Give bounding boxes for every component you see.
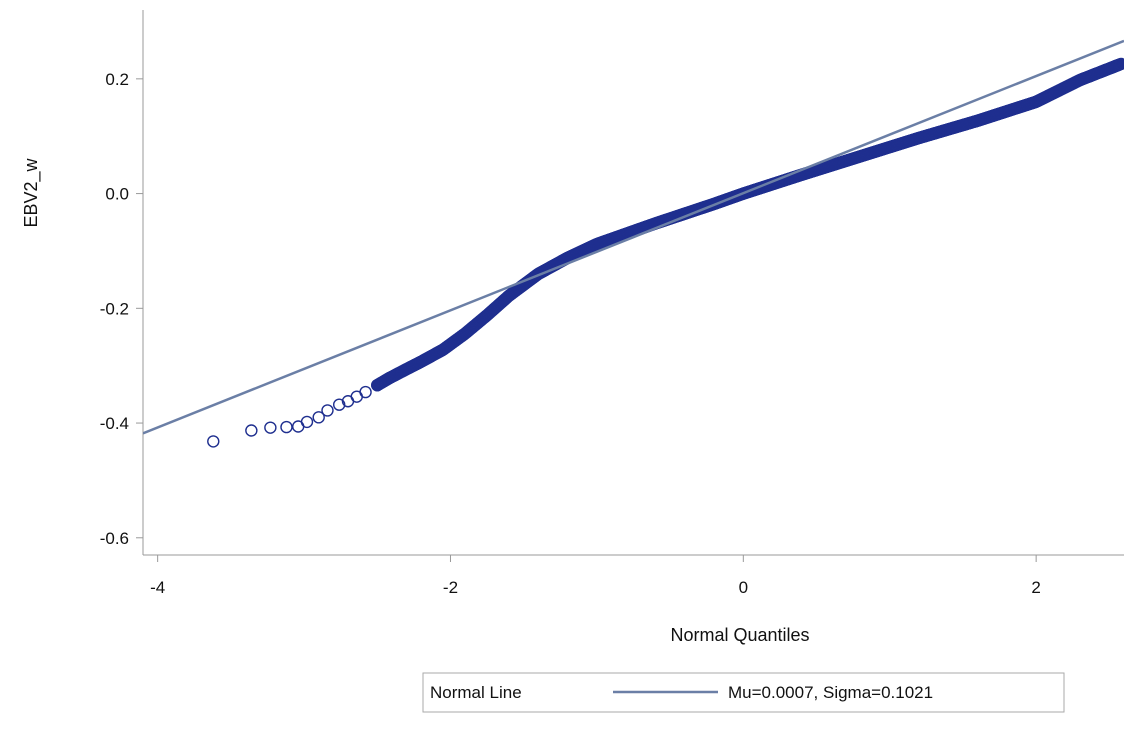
qq-point (333, 398, 346, 411)
legend-title: Normal Line (430, 683, 522, 702)
y-tick-label: -0.4 (100, 414, 129, 433)
qq-point (359, 385, 372, 399)
x-axis-ticks: -4 -2 0 2 (150, 555, 1041, 597)
y-tick-label: 0.2 (105, 70, 129, 89)
y-axis-title: EBV2_w (21, 157, 42, 227)
qq-point (280, 420, 293, 434)
qq-point (300, 415, 314, 429)
qq-point (207, 435, 220, 448)
y-axis-ticks: -0.6 -0.4 -0.2 0.0 0.2 (100, 70, 143, 548)
x-axis-title: Normal Quantiles (670, 625, 809, 645)
y-tick-label: 0.0 (105, 185, 129, 204)
qq-point (245, 424, 258, 437)
legend: Normal Line Mu=0.0007, Sigma=0.1021 (422, 672, 1065, 713)
qq-points (207, 57, 1124, 448)
x-tick-label: -4 (150, 578, 165, 597)
legend-box (422, 672, 1065, 713)
qq-point (321, 404, 334, 417)
x-tick-label: 2 (1031, 578, 1040, 597)
y-tick-label: -0.6 (100, 529, 129, 548)
qq-point (264, 421, 277, 434)
qq-point (1114, 57, 1124, 71)
qq-point (312, 411, 325, 424)
x-tick-label: 0 (739, 578, 748, 597)
x-tick-label: -2 (443, 578, 458, 597)
legend-entry: Mu=0.0007, Sigma=0.1021 (728, 683, 933, 702)
normal-line (143, 39, 1124, 435)
y-tick-label: -0.2 (100, 299, 129, 318)
